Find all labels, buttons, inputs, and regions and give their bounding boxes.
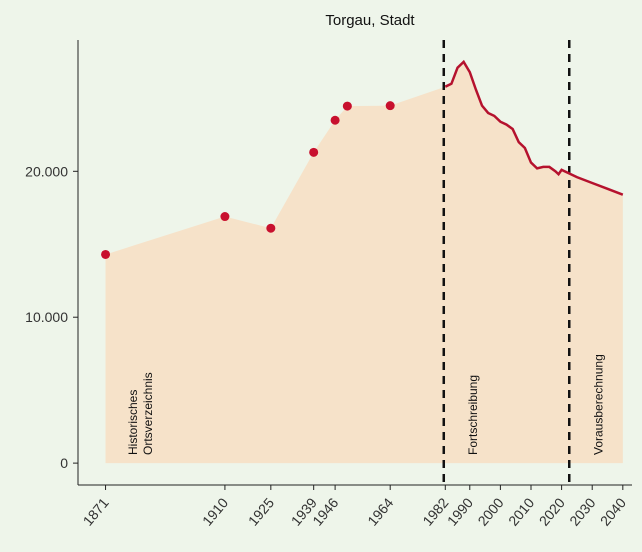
population-point — [330, 115, 340, 125]
population-point — [101, 249, 111, 259]
chart-title: Torgau, Stadt — [325, 12, 415, 29]
population-point — [220, 212, 230, 222]
population-point — [385, 101, 395, 111]
period-label: Historisches — [126, 390, 140, 455]
period-label: Ortsverzeichnis — [141, 372, 155, 455]
population-line — [444, 59, 624, 196]
y-tick-label: 20.000 — [25, 163, 68, 179]
period-label: Fortschreibung — [466, 375, 480, 455]
population-point — [266, 223, 276, 233]
y-tick-label: 0 — [60, 455, 68, 471]
population-point — [342, 101, 352, 111]
y-tick-label: 10.000 — [25, 309, 68, 325]
area — [105, 61, 623, 464]
population-point — [309, 147, 319, 157]
period-label: Vorausberechnung — [591, 354, 605, 455]
